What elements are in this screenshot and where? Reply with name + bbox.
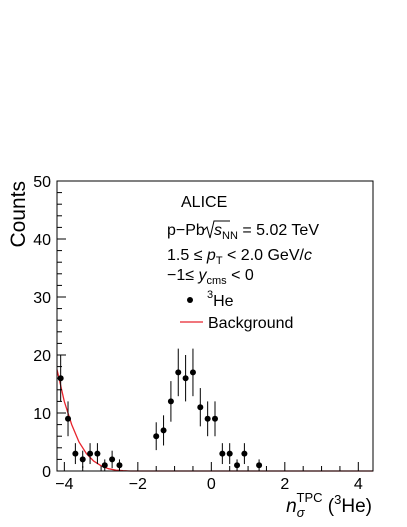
x-axis-label: nσTPC (3He) bbox=[286, 490, 372, 520]
data-point bbox=[189, 369, 196, 376]
data-point bbox=[204, 415, 211, 422]
data-point bbox=[153, 433, 160, 440]
data-point bbox=[256, 462, 263, 469]
y-tick-label: 50 bbox=[33, 174, 51, 191]
data-point bbox=[175, 369, 182, 376]
data-point bbox=[79, 456, 86, 463]
data-point bbox=[182, 375, 189, 382]
data-point bbox=[167, 398, 174, 405]
y-tick-label: 40 bbox=[33, 232, 51, 249]
data-point bbox=[160, 427, 167, 434]
axes: 0 10 20 30 40 50 −4 −2 0 2 4 bbox=[33, 174, 374, 493]
y-tick-label: 30 bbox=[33, 290, 51, 307]
data-point bbox=[219, 450, 226, 457]
legend: 3He Background bbox=[180, 289, 293, 332]
data-point bbox=[101, 462, 108, 469]
data-point bbox=[197, 404, 204, 411]
x-axis-label-sup: TPC bbox=[297, 490, 323, 505]
x-axis-label-var: n bbox=[286, 496, 297, 517]
annotation-energy: sNN = 5.02 TeV bbox=[214, 222, 319, 242]
annotation-block: ALICE p−Pb sNN = 5.02 TeV 1.5 ≤ pT < 2.0… bbox=[167, 194, 319, 287]
x-axis-label-sub: σ bbox=[297, 505, 306, 520]
data-point bbox=[94, 450, 101, 457]
annotation-pt: 1.5 ≤ pT < 2.0 GeV/c bbox=[167, 247, 312, 267]
legend-label-he3: 3He bbox=[207, 289, 234, 310]
data-point bbox=[65, 415, 72, 422]
plot-frame bbox=[56, 180, 374, 472]
legend-marker-he3 bbox=[187, 297, 193, 303]
x-tick-label: −2 bbox=[129, 476, 147, 493]
y-tick-label: 10 bbox=[33, 406, 51, 423]
x-tick-label: 2 bbox=[280, 476, 289, 493]
data-point bbox=[234, 462, 241, 469]
data-point bbox=[241, 450, 248, 457]
x-tick-label: 4 bbox=[354, 476, 363, 493]
data-point bbox=[109, 456, 116, 463]
y-tick-label: 0 bbox=[42, 464, 51, 481]
data-point bbox=[87, 450, 94, 457]
data-point bbox=[72, 450, 79, 457]
y-axis-label: Counts bbox=[7, 181, 30, 248]
x-axis-label-iso: 3 bbox=[334, 492, 341, 507]
annotation-rapidity: −1≤ ycms < 0 bbox=[167, 267, 254, 287]
data-point bbox=[116, 462, 123, 469]
x-axis-label-he: He) bbox=[341, 496, 372, 517]
x-tick-label: 0 bbox=[207, 476, 216, 493]
annotation-system: p−Pb bbox=[167, 222, 205, 239]
data-point bbox=[226, 450, 233, 457]
x-axis-label-paren: ( bbox=[323, 496, 335, 517]
annotation-experiment: ALICE bbox=[181, 194, 227, 211]
x-tick-label: −4 bbox=[55, 476, 73, 493]
legend-label-background: Background bbox=[208, 315, 293, 332]
y-tick-label: 20 bbox=[33, 348, 51, 365]
sqrt-sign bbox=[203, 220, 230, 239]
data-point bbox=[212, 415, 218, 422]
